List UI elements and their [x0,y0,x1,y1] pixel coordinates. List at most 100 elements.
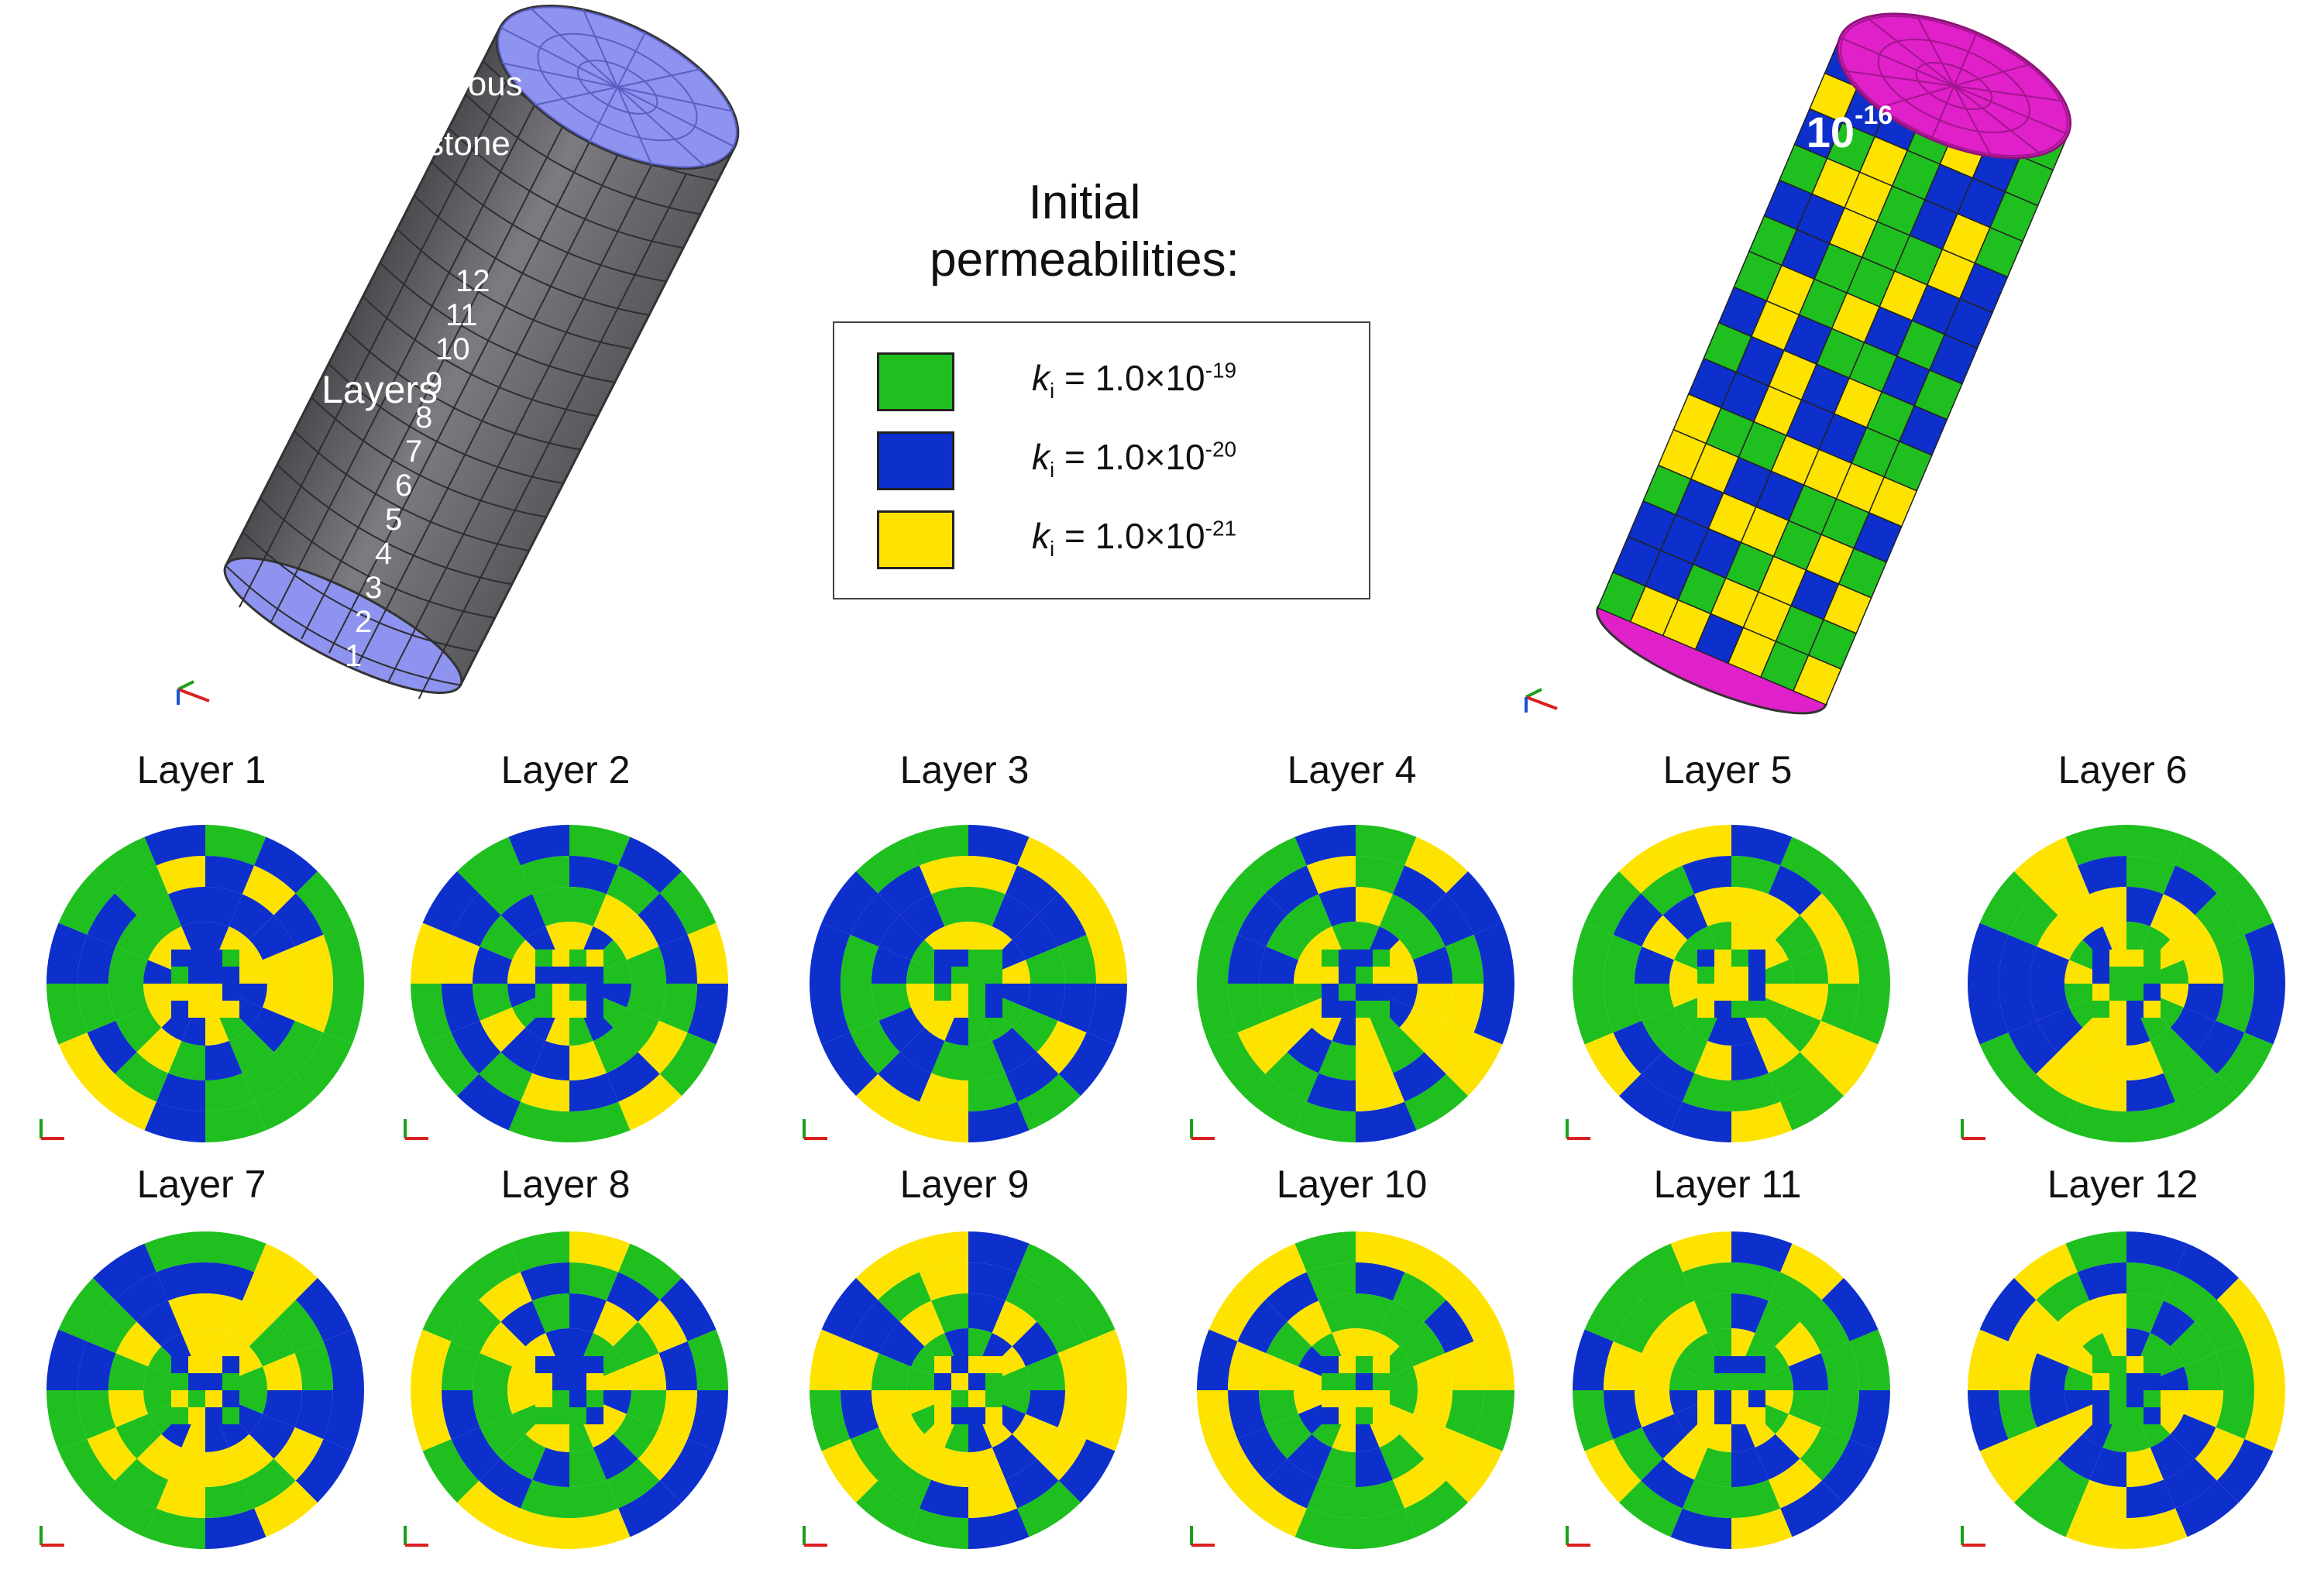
disk-cell [545,1328,569,1362]
disk-cell [2244,984,2285,1046]
disk-cell [593,1027,638,1073]
disk-cell [1731,1101,1793,1142]
disk-cell [613,1413,659,1459]
disk-cell [1473,922,1514,984]
disk-cell [249,915,295,960]
disk-center-cell [222,967,239,984]
disk-center-cell [951,1001,968,1018]
disk-cell [1473,1328,1514,1390]
disk-cell [569,1262,619,1301]
disk-center-cell [1697,950,1714,967]
disk-cell [1412,1390,1452,1427]
disk-cell [143,1390,177,1414]
disk-cell [507,825,569,866]
disk-cell [2030,946,2070,984]
disk-cell [1849,1390,1890,1452]
disk-cell [1384,984,1418,1008]
disk-cell [1682,1073,1731,1111]
disk-cell [1707,1012,1731,1046]
disk-cell [2216,934,2254,984]
legend-swatch-blue [877,431,954,490]
disk-cell [618,835,683,894]
disk-cell [906,1231,968,1273]
disk-cell [2036,1052,2090,1102]
disk-cell [479,865,533,915]
disk-cell [1294,1390,1328,1414]
disk-cell [1820,934,1859,984]
disk-center-cell [552,1407,569,1424]
disk-cell [1999,1341,2037,1390]
disk-center-cell [1731,1407,1748,1424]
disk-cell [850,1427,900,1481]
disk-cell [2244,922,2285,984]
disk-center-cell [171,967,188,984]
disk-cell [1228,1390,1267,1440]
disk-cell [1259,984,1299,1021]
disk-cell [1392,865,1446,915]
disk-cell [115,1458,169,1509]
layer-title: Layer 5 [1662,748,1793,792]
axis-triad-icon [1566,1119,1590,1140]
disk-center-cell [205,950,222,967]
disk-cell [2126,887,2164,927]
disk-cell [1384,1390,1418,1414]
disk-cell [2126,1262,2176,1301]
disk-cell [638,1300,688,1354]
disk-cell [992,1027,1037,1073]
disk-cell [899,894,945,940]
disk-cell [1731,1328,1755,1362]
disk-center-cell [1748,950,1765,967]
disk-center-cell [951,1390,968,1407]
disk-center-cell [535,1001,552,1018]
disk-center-cell [2144,1373,2161,1390]
disk-center-cell [1322,1390,1339,1407]
disk-cell [451,1020,501,1074]
disk-center-cell [2144,950,2161,967]
disk-cell [2126,856,2176,895]
disk-cell [254,1480,319,1539]
disk-cell [878,1321,925,1367]
disk-cell [1057,984,1096,1033]
axis-triad-icon [1961,1526,1985,1547]
disk-cell [1821,1439,1880,1504]
disk-center-cell [2144,984,2161,1001]
disk-cell [91,1073,156,1132]
layer-number-label: 12 [456,264,490,298]
disk-cell [1573,984,1614,1046]
disk-cell [1800,1427,1850,1481]
disk-center-cell [2126,1407,2144,1424]
disk-cell [871,984,912,1021]
disk-cell [1379,1434,1425,1480]
disk-cell [1399,1413,1446,1459]
disk-center-cell [1697,1356,1714,1373]
disk-cell [181,1328,205,1362]
disk-cell [2126,1479,2176,1518]
disk-cell [2216,1032,2275,1097]
disk-cell [626,1353,666,1390]
disk-cell [1978,1439,2037,1504]
disk-cell [1356,856,1405,895]
disk-cell [254,1073,319,1132]
disk-cell [1266,1413,1312,1459]
disk-cell [115,1052,169,1102]
disk-center-cell [2092,967,2109,984]
disk-cell [1669,825,1731,866]
disk-cell [1012,1007,1058,1053]
disk-cell [1294,1508,1356,1549]
disk-cell [906,1366,940,1390]
disk-center-cell [2109,984,2126,1001]
disk-center-cell [1373,1407,1390,1424]
disk-cell [944,922,968,956]
disk-cell [2064,1366,2099,1390]
disk-cell [1613,1300,1663,1354]
layer-title: Layer 12 [2047,1163,2199,1206]
disk-center-cell [2092,1001,2109,1018]
layer-title: Layer 11 [1653,1163,1802,1206]
layer-disk [1961,825,2285,1142]
disk-cell [507,960,541,984]
disk-cell [46,1328,88,1390]
disk-center-cell [1339,1356,1356,1373]
disk-cell [687,1328,728,1390]
layer-title: Layer 1 [136,748,266,792]
disk-cell [1613,1427,1663,1481]
